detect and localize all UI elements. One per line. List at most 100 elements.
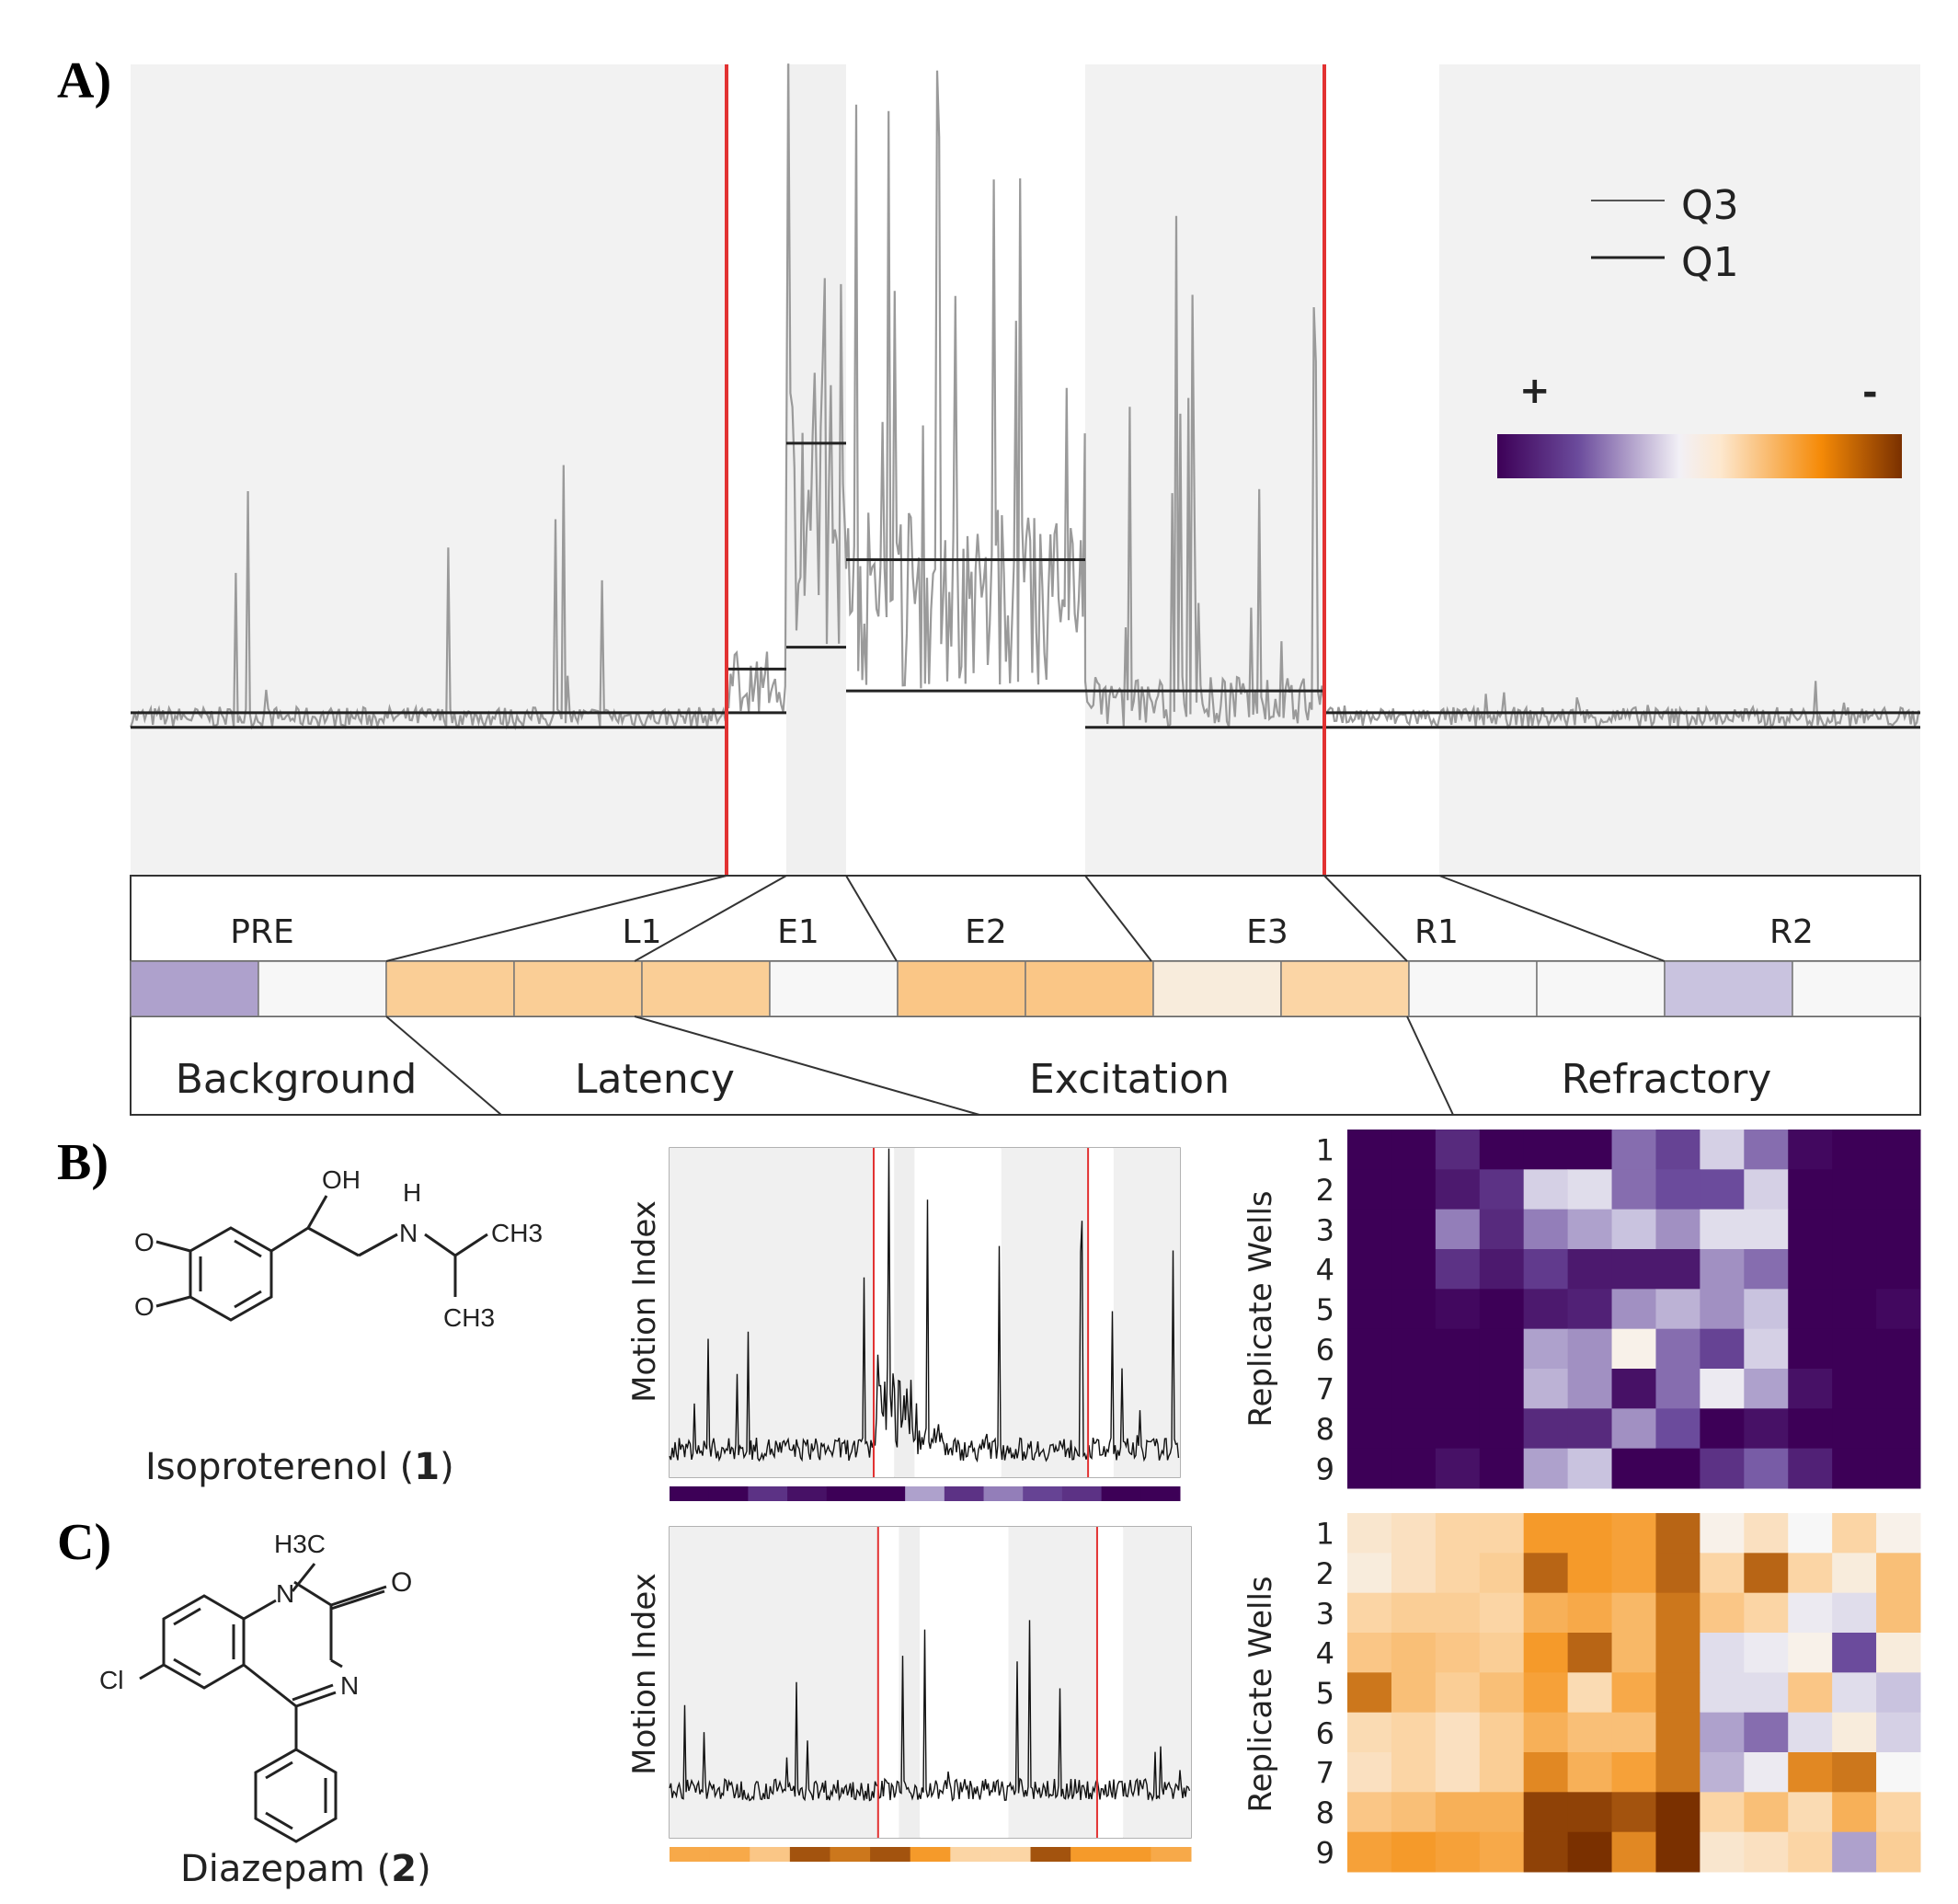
heatmap-cell	[1788, 1592, 1833, 1634]
heatmap-cell	[1700, 1169, 1745, 1210]
heatmap-cell	[1876, 1752, 1921, 1793]
heatmap-cell	[1655, 1448, 1700, 1489]
heatmap-cell	[1391, 1831, 1437, 1873]
heatmap-cell	[1435, 1408, 1481, 1450]
heatmap-cell	[1479, 1592, 1525, 1634]
trace-bg-region	[877, 1527, 899, 1838]
heatmap-cell	[1391, 1209, 1437, 1250]
ylabel-motion-index-b: Motion Index	[626, 1200, 663, 1403]
atom-oh: OH	[322, 1165, 361, 1194]
heatmap-cell	[1788, 1672, 1833, 1714]
heatmap-cell	[1567, 1672, 1613, 1714]
heatmap-cell	[1567, 1592, 1613, 1634]
heatmap-cell	[1744, 1130, 1789, 1170]
ylabel-motion-index-c: Motion Index	[626, 1573, 663, 1775]
heat-strip-cell	[769, 960, 899, 1017]
heatmap-cell	[1655, 1169, 1700, 1210]
trace-bg-region	[1088, 1148, 1114, 1477]
heatmap-cell	[1788, 1712, 1833, 1753]
heatmap-cell	[1700, 1289, 1745, 1330]
compound-close: )	[440, 1446, 454, 1488]
heatmap-cell	[1611, 1633, 1656, 1673]
heatmap-cell	[1744, 1209, 1789, 1250]
heatmap-cell	[1435, 1130, 1481, 1170]
bond	[243, 1663, 297, 1708]
heatmap-cell	[1700, 1369, 1745, 1409]
connector-line	[634, 875, 787, 962]
trace-bg-region	[670, 1148, 874, 1477]
bond	[291, 1563, 316, 1592]
mini-heat-cell	[1023, 1486, 1063, 1501]
heatmap-cell	[1832, 1633, 1877, 1673]
heatmap-cell	[1655, 1752, 1700, 1793]
heatmap-cell	[1655, 1130, 1700, 1170]
atom-o-bottom: O	[134, 1292, 155, 1321]
mini-heat-cell	[1101, 1486, 1141, 1501]
heatmap-cell	[1611, 1209, 1656, 1250]
bg-region-pre	[131, 64, 727, 876]
heat-strip-cell	[513, 960, 643, 1017]
atom-ch3-top: CH3	[491, 1219, 543, 1247]
heatmap-cell	[1435, 1169, 1481, 1210]
heatmap-cell	[1744, 1672, 1789, 1714]
heatmap-cell	[1391, 1712, 1437, 1753]
stage-label-latency: Latency	[575, 1056, 735, 1103]
bond	[306, 1195, 328, 1229]
mini-heat-cell	[670, 1486, 710, 1501]
heatmap-cell	[1832, 1448, 1877, 1489]
stage-label-excitation: Excitation	[1029, 1056, 1230, 1103]
heat-strip-cell	[1025, 960, 1154, 1017]
heatmap-cell	[1567, 1513, 1613, 1554]
heatmap-cell	[1567, 1169, 1613, 1210]
heatmap-cell	[1832, 1592, 1877, 1634]
heatmap-cell	[1700, 1633, 1745, 1673]
heatmap-cell	[1832, 1369, 1877, 1409]
heatmap-cell	[1700, 1553, 1745, 1594]
bond	[265, 1811, 293, 1830]
heatmap-cell	[1655, 1408, 1700, 1450]
heatmap-cell	[1655, 1792, 1700, 1833]
heatmap-cell	[1876, 1633, 1921, 1673]
heatmap-cell	[1611, 1169, 1656, 1210]
heatmap-cell	[1611, 1553, 1656, 1594]
heatmap-cell	[1567, 1752, 1613, 1793]
mini-heat-cell	[1071, 1847, 1112, 1862]
ylabel-replicate-wells-c: Replicate Wells	[1242, 1576, 1279, 1812]
heatmap-cell	[1655, 1633, 1700, 1673]
heatmap-cell	[1567, 1633, 1613, 1673]
heatmap-cell	[1391, 1408, 1437, 1450]
bg-region-r1	[1324, 64, 1439, 876]
heatmap-cell	[1744, 1408, 1789, 1450]
mini-heat-cell	[1140, 1486, 1181, 1501]
row-label: 3	[1316, 1212, 1334, 1247]
ylabel-replicate-wells-b: Replicate Wells	[1242, 1190, 1279, 1427]
heatmap-cell	[1347, 1752, 1392, 1793]
heat-strip-cell	[641, 960, 771, 1017]
connector-line	[385, 875, 727, 962]
heatmap-cell	[1391, 1553, 1437, 1594]
isoproterenol-atoms: OH H N CH3 CH3 O O	[134, 1165, 543, 1332]
heatmap-cell	[1523, 1831, 1569, 1873]
heatmap-cell	[1523, 1752, 1569, 1793]
stage-label-background: Background	[176, 1056, 418, 1103]
heatmap-cell	[1435, 1328, 1481, 1370]
heatmap-cell	[1347, 1448, 1392, 1489]
trace-bg-region	[894, 1148, 915, 1477]
heatmap-cell	[1700, 1209, 1745, 1250]
benzene-ring	[189, 1226, 273, 1322]
bond	[292, 1683, 334, 1702]
phase-label-r2: R2	[1769, 913, 1814, 951]
heatmap-cell	[1655, 1672, 1700, 1714]
heatmap-cell	[1788, 1633, 1833, 1673]
atom-n: N	[399, 1219, 418, 1247]
heatmap-cell	[1523, 1792, 1569, 1833]
heatmap-cell	[1832, 1831, 1877, 1873]
mini-heat-cell	[1030, 1847, 1071, 1862]
row-label: 6	[1316, 1715, 1334, 1750]
heatmap-cell	[1611, 1513, 1656, 1554]
bond	[330, 1589, 385, 1611]
mini-heat-cell	[865, 1486, 906, 1501]
heatmap-cell	[1832, 1289, 1877, 1330]
heatmap-cell	[1788, 1792, 1833, 1833]
compound-label-isoproterenol: Isoproterenol (1)	[145, 1446, 454, 1488]
